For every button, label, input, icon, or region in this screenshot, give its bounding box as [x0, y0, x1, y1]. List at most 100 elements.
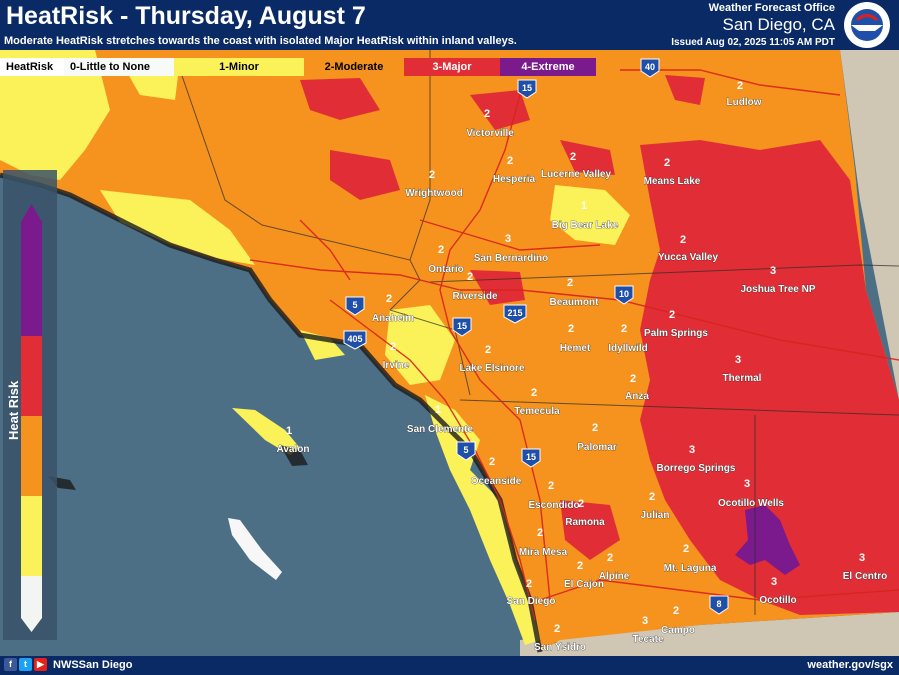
location-name: Mt. Laguna — [664, 563, 717, 574]
location-value: 2 — [567, 277, 573, 289]
location-name: Thermal — [723, 373, 762, 384]
location-name: Alpine — [599, 571, 630, 582]
location-name: Julian — [641, 510, 670, 521]
interstate-shield: 215 — [503, 304, 527, 324]
location-value: 2 — [680, 234, 686, 246]
youtube-icon[interactable]: ▶ — [34, 658, 47, 671]
location-name: San Ysidro — [534, 642, 586, 653]
location-value: 2 — [630, 373, 636, 385]
location-value: 2 — [737, 80, 743, 92]
location-value: 2 — [669, 309, 675, 321]
location-name: Idyllwild — [608, 343, 647, 354]
location-name: Victorville — [466, 128, 514, 139]
location-value: 3 — [744, 478, 750, 490]
location-name: Ocotillo Wells — [718, 498, 784, 509]
location-name: Avalon — [277, 444, 310, 455]
footer-bar: f t ▶ NWSSan Diego weather.gov/sgx — [0, 656, 899, 675]
location-name: Palm Springs — [644, 328, 708, 339]
legend-item-major: 3-Major — [404, 58, 500, 76]
location-name: Mira Mesa — [519, 547, 568, 558]
interstate-shield: 5 — [456, 441, 476, 461]
major-zones — [300, 75, 899, 615]
location-value: 2 — [537, 527, 543, 539]
facebook-icon[interactable]: f — [4, 658, 17, 671]
location-value: 2 — [592, 422, 598, 434]
website-link[interactable]: weather.gov/sgx — [807, 659, 893, 671]
svg-text:5: 5 — [463, 445, 468, 455]
location-value: 3 — [735, 354, 741, 366]
location-value: 2 — [664, 157, 670, 169]
location-name: San Diego — [507, 596, 556, 607]
interstate-shield: 5 — [345, 296, 365, 316]
location-value: 2 — [386, 293, 392, 305]
location-value: 3 — [770, 265, 776, 277]
heat-risk-scale — [3, 170, 57, 640]
svg-text:15: 15 — [526, 452, 536, 462]
location-name: Ocotillo — [759, 595, 796, 606]
legend-item-none: 0-Little to None — [64, 58, 174, 76]
location-name: Hemet — [560, 343, 591, 354]
interstate-shields: 40 15 10 215 5 405 15 5 15 8 — [343, 58, 729, 615]
location-value: 3 — [689, 444, 695, 456]
svg-text:5: 5 — [352, 300, 357, 310]
location-name: Lake Elsinore — [459, 363, 524, 374]
location-value: 2 — [526, 578, 532, 590]
page-title: HeatRisk - Thursday, August 7 — [6, 2, 366, 30]
location-value: 2 — [531, 387, 537, 399]
location-name: Escondido — [528, 500, 579, 511]
san-clemente-island — [228, 518, 282, 580]
location-value: 1 — [435, 404, 441, 416]
scale-band-moderate — [21, 416, 42, 496]
header-bar: HeatRisk - Thursday, August 7 Moderate H… — [0, 0, 899, 50]
location-name: Joshua Tree NP — [740, 284, 815, 295]
svg-text:215: 215 — [507, 308, 522, 318]
location-name: Ontario — [428, 264, 464, 275]
location-name: Beaumont — [550, 297, 600, 308]
location-name: Means Lake — [644, 176, 701, 187]
location-name: Ludlow — [727, 97, 762, 108]
location-value: 2 — [570, 151, 576, 163]
scale-title: Heat Risk — [6, 380, 21, 440]
location-name: Lucerne Valley — [541, 169, 611, 180]
interstate-shield: 10 — [614, 285, 634, 305]
location-value: 3 — [505, 233, 511, 245]
location-name: Yucca Valley — [658, 252, 718, 263]
scale-arrow-bottom — [21, 618, 42, 632]
scale-band-none — [21, 576, 42, 618]
location-name: San Clemente — [407, 424, 474, 435]
location-value: 2 — [484, 108, 490, 120]
legend: HeatRisk 0-Little to None 1-Minor 2-Mode… — [0, 58, 596, 76]
location-value: 2 — [568, 323, 574, 335]
svg-text:40: 40 — [645, 62, 655, 72]
location-name: Riverside — [452, 291, 497, 302]
legend-item-extreme: 4-Extreme — [500, 58, 596, 76]
location-value: 2 — [489, 456, 495, 468]
location-value: 2 — [507, 155, 513, 167]
location-value: 2 — [485, 344, 491, 356]
location-value: 2 — [548, 480, 554, 492]
location-labels: 2 Ludlow 2 Victorville 2 Hesperia 2 Lucerne … — [276, 80, 887, 653]
location-value: 3 — [642, 615, 648, 627]
interstate-shield: 8 — [709, 595, 729, 615]
location-name: Oceanside — [471, 476, 522, 487]
legend-item-minor: 1-Minor — [174, 58, 304, 76]
catalina-island-dark — [280, 445, 308, 466]
interstate-shield: 15 — [452, 317, 472, 337]
location-value: 1 — [286, 425, 292, 437]
extreme-zone — [735, 505, 800, 575]
issued-time: Issued Aug 02, 2025 11:05 AM PDT — [671, 37, 835, 48]
location-value: 2 — [554, 623, 560, 635]
location-value: 2 — [621, 323, 627, 335]
twitter-icon[interactable]: t — [19, 658, 32, 671]
location-name: Temecula — [514, 406, 560, 417]
interstate-shield: 15 — [517, 79, 537, 99]
location-name: Campo — [661, 625, 695, 636]
location-value: 3 — [771, 576, 777, 588]
outside-region — [520, 50, 899, 656]
location-value: 2 — [467, 271, 473, 283]
location-name: Hesperia — [493, 174, 536, 185]
heatrisk-map: 40 15 10 215 5 405 15 5 15 8 2 Ludlow 2 Vi… — [0, 50, 899, 656]
page-subtitle: Moderate HeatRisk stretches towards the … — [4, 35, 517, 47]
location-value: 3 — [859, 552, 865, 564]
svg-text:15: 15 — [457, 321, 467, 331]
